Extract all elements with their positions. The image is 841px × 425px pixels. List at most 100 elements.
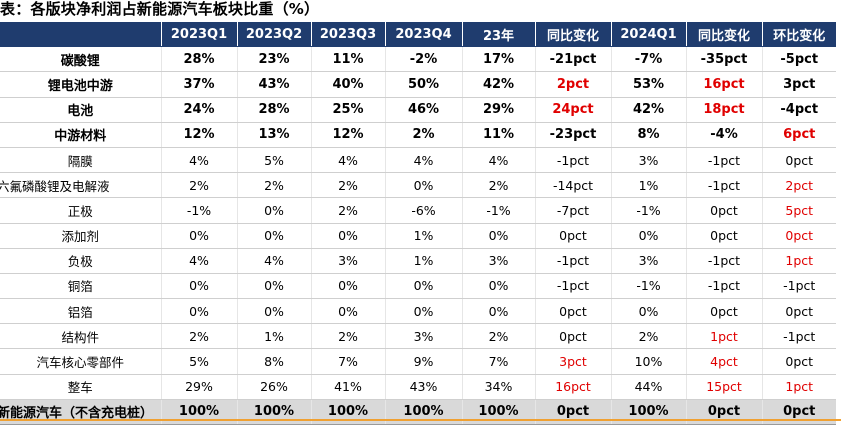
column-header: 2023Q1 <box>160 22 237 48</box>
table-cell: 43% <box>236 71 311 98</box>
table-cell: -21pct <box>534 46 611 73</box>
table-cell: 25% <box>310 97 385 123</box>
table-cell: 0% <box>236 197 311 224</box>
column-header: 同比变化 <box>534 22 611 48</box>
table-cell: 13% <box>236 122 311 148</box>
table-cell: 28% <box>160 46 237 73</box>
table-cell: 0% <box>384 298 462 325</box>
table-cell: 8% <box>236 348 311 375</box>
table-cell: 0pct <box>761 223 836 249</box>
table-cell: 0% <box>236 273 311 300</box>
table-cell: 9% <box>384 348 462 375</box>
row-label: 碳酸锂 <box>0 46 161 73</box>
table-cell: 1% <box>236 323 311 350</box>
table-cell: 4% <box>310 147 385 174</box>
table-cell: 2% <box>236 172 311 199</box>
table-cell: 23% <box>236 46 311 73</box>
row-label: 结构件 <box>0 323 161 350</box>
table-cell: 34% <box>461 374 535 400</box>
table-row: 电池 24% 28% 25% 46% 29% 24pct 42% 18pct -4pct <box>0 97 836 123</box>
table-cell: 0% <box>160 273 237 300</box>
table-cell: 5pct <box>761 197 836 224</box>
table-cell: -1pct <box>685 273 762 300</box>
row-label: 正极 <box>0 197 161 224</box>
table-cell: 2% <box>310 197 385 224</box>
table-cell: 4% <box>160 147 237 174</box>
table-cell: 0pct <box>534 298 611 325</box>
table-cell: 2% <box>384 122 462 148</box>
table-cell: 28% <box>236 97 311 123</box>
column-header: 环比变化 <box>761 22 836 48</box>
table-row: 铜箔 0% 0% 0% 0% 0% -1pct -1% -1pct -1pct <box>0 273 836 300</box>
table-row: 整车 29% 26% 41% 43% 34% 16pct 44% 15pct 1pct <box>0 374 836 400</box>
row-label: 整车 <box>0 374 161 400</box>
column-header: 同比变化 <box>685 22 762 48</box>
table-cell: 0% <box>310 298 385 325</box>
table-cell: 16pct <box>685 71 762 98</box>
table-cell: 26% <box>236 374 311 400</box>
table-cell: 2% <box>160 172 237 199</box>
table-cell: 3% <box>610 248 686 274</box>
table-cell: 2% <box>461 172 535 199</box>
column-header: 2023Q2 <box>236 22 311 48</box>
table-cell: 50% <box>384 71 462 98</box>
table-cell: 16pct <box>534 374 611 400</box>
table-cell: 2pct <box>534 71 611 98</box>
table-cell: 0% <box>461 298 535 325</box>
profit-share-table: 2023Q1 2023Q2 2023Q3 2023Q4 23年 同比变化 202… <box>0 22 836 425</box>
table-cell: 2% <box>310 172 385 199</box>
table-cell: 0pct <box>761 298 836 325</box>
table-row: 铝箔 0% 0% 0% 0% 0% 0pct 0% 0pct 0pct <box>0 298 836 325</box>
table-cell: -1% <box>160 197 237 224</box>
accent-divider <box>0 419 841 421</box>
table-cell: 10% <box>610 348 686 375</box>
table-cell: 46% <box>384 97 462 123</box>
table-cell: 1pct <box>761 374 836 400</box>
table-cell: 42% <box>610 97 686 123</box>
row-label: 锂电池中游 <box>0 71 161 98</box>
table-cell: 0% <box>160 298 237 325</box>
table-cell: 0pct <box>534 323 611 350</box>
table-cell: 2pct <box>761 172 836 199</box>
table-cell: 4% <box>236 248 311 274</box>
table-cell: 12% <box>160 122 237 148</box>
table-cell: 5% <box>236 147 311 174</box>
table-cell: 29% <box>160 374 237 400</box>
column-header: 2023Q3 <box>310 22 385 48</box>
table-title: 表：各版块净利润占新能源汽车板块比重（%） <box>0 0 320 18</box>
table-cell: 29% <box>461 97 535 123</box>
row-label: 中游材料 <box>0 122 161 148</box>
table-cell: 15pct <box>685 374 762 400</box>
table-cell: 0pct <box>761 147 836 174</box>
row-label: 六氟磷酸锂及电解液 <box>0 172 161 199</box>
row-label: 添加剂 <box>0 223 161 249</box>
table-cell: 0% <box>610 298 686 325</box>
row-label: 电池 <box>0 97 161 123</box>
table-cell: -5pct <box>761 46 836 73</box>
table-row: 六氟磷酸锂及电解液 2% 2% 2% 0% 2% -14pct 1% -1pct 2pct <box>0 172 836 199</box>
table-cell: 2% <box>310 323 385 350</box>
table-cell: 41% <box>310 374 385 400</box>
table-cell: 0% <box>384 172 462 199</box>
table-cell: 3pct <box>761 71 836 98</box>
column-header: 2023Q4 <box>384 22 462 48</box>
table-cell: -1pct <box>534 147 611 174</box>
table-cell: 7% <box>310 348 385 375</box>
table-row: 正极 -1% 0% 2% -6% -1% -7pct -1% 0pct 5pct <box>0 197 836 224</box>
table-cell: 37% <box>160 71 237 98</box>
table-cell: -7% <box>610 46 686 73</box>
table-cell: 1% <box>384 248 462 274</box>
table-cell: 0pct <box>685 197 762 224</box>
table-cell: -7pct <box>534 197 611 224</box>
table-cell: 3% <box>610 147 686 174</box>
table-cell: 0pct <box>685 223 762 249</box>
row-label: 负极 <box>0 248 161 274</box>
table-cell: -1% <box>610 197 686 224</box>
table-cell: 43% <box>384 374 462 400</box>
table-cell: 11% <box>461 122 535 148</box>
table-cell: 8% <box>610 122 686 148</box>
column-header <box>0 22 161 48</box>
table-row: 隔膜 4% 5% 4% 4% 4% -1pct 3% -1pct 0pct <box>0 147 836 174</box>
table-cell: -1pct <box>685 147 762 174</box>
table-cell: 11% <box>310 46 385 73</box>
